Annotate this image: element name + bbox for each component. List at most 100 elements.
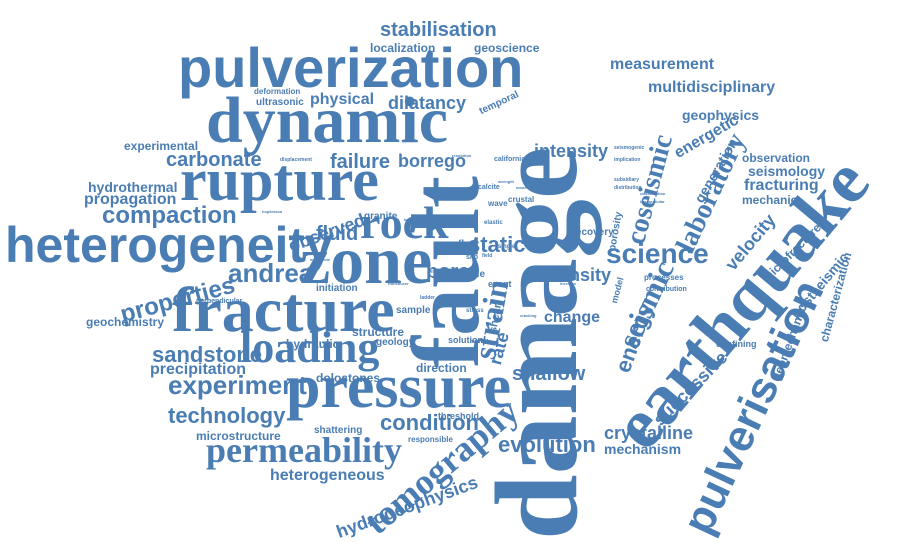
word-precipitation: precipitation — [150, 361, 247, 378]
word-initiation: initiation — [316, 283, 358, 294]
word-borrego: borrego — [398, 151, 467, 171]
word-hydraulic: hydraulic — [286, 337, 340, 351]
word-cracking: cracking — [520, 313, 537, 318]
word-localization: localization — [370, 41, 436, 55]
word-heterogeneous: heterogeneous — [270, 467, 385, 484]
word-pressure: pressure — [286, 353, 512, 421]
word-experimental: experimental — [124, 139, 199, 153]
word-observation: observation — [742, 151, 811, 165]
word-mechanic: mechanic — [742, 193, 798, 207]
word-monzonite: monzonite — [310, 257, 330, 262]
word-fracturing: fracturing — [744, 177, 819, 194]
word-distribution: distribution — [614, 185, 642, 191]
word-crustal: crustal — [508, 195, 535, 204]
word-density: density — [548, 265, 612, 285]
word-solution: solution — [448, 335, 483, 345]
word-classification: classification — [640, 191, 666, 196]
word-implication: implication — [614, 157, 641, 163]
word-confining: confining — [716, 339, 757, 349]
word-shallow: shallow — [512, 363, 586, 385]
word-ultrasonic: ultrasonic — [256, 97, 304, 108]
word-subsidiary: subsidiary — [614, 177, 640, 183]
word-technology: technology — [168, 403, 286, 428]
word-displacement: displacement — [280, 157, 312, 163]
word-pulverization: pulverization — [178, 36, 524, 99]
word-wave: wave — [488, 199, 508, 208]
word-microstructure: microstructure — [196, 429, 281, 443]
word-science: science — [606, 238, 709, 269]
word-shattering: shattering — [314, 425, 363, 436]
word-structure: structure — [352, 325, 405, 339]
word-recovery: recovery — [572, 227, 614, 238]
word-loading: loading — [240, 323, 380, 372]
word-model: model — [609, 276, 626, 305]
word-geology: geology — [376, 337, 415, 348]
word-measurement: measurement — [610, 56, 715, 73]
word-calcite: calcite — [478, 184, 500, 191]
word-intragranular: intragranular — [640, 199, 665, 204]
word-ladder: ladder — [420, 295, 436, 301]
word-dilatancy: dilatancy — [388, 93, 467, 113]
word-hopkinson: hopkinson — [262, 209, 283, 214]
word-andrea: andrea — [228, 258, 314, 288]
word-change: change — [544, 309, 601, 326]
word-scale: scale — [460, 269, 486, 280]
word-granite: granite — [364, 211, 398, 222]
word-physical: physical — [310, 91, 375, 108]
word-stabilite: stabilite — [548, 269, 567, 275]
word-fracture: fracture — [172, 274, 395, 345]
word-intensity: intensity — [534, 141, 609, 161]
word-threshold: threshold — [438, 411, 480, 421]
word-processes: processes — [644, 273, 684, 282]
word-multidisciplinary: multidisciplinary — [648, 79, 776, 96]
word-resolution: resolution — [452, 153, 472, 158]
word-geochemistry: geochemistry — [86, 315, 165, 329]
word-slip: slip — [466, 254, 479, 261]
word-single: single — [498, 244, 516, 250]
word-zone: zone — [300, 222, 433, 298]
word-deformation: deformation — [254, 87, 301, 96]
word-event: event — [488, 279, 512, 289]
word-direction: direction — [416, 361, 467, 375]
word-result: result — [428, 269, 442, 275]
word-propagation: propagation — [84, 191, 177, 208]
word-experiment: experiment — [168, 370, 307, 400]
word-increase: increase — [560, 281, 577, 286]
word-compaction: compaction — [102, 202, 237, 229]
word-hydrothermal: hydrothermal — [88, 179, 178, 195]
word-rock: rock — [360, 197, 449, 248]
word-geoscience: geoscience — [474, 41, 540, 55]
word-geophysics: geophysics — [682, 107, 760, 123]
word-flow: flow — [458, 239, 478, 250]
word-fluid: fluid — [316, 223, 359, 245]
word-seismology: seismology — [748, 163, 826, 179]
word-elastic: elastic — [484, 220, 503, 226]
word-heterogeneity: heterogeneity — [5, 217, 333, 273]
word-static: static — [468, 232, 526, 257]
word-stabilisation: stabilisation — [380, 19, 497, 41]
word-rupture: rupture — [180, 147, 379, 213]
word-dynamic: dynamic — [206, 84, 449, 157]
word-sandstone: sandstone — [152, 342, 263, 367]
word-method: method — [470, 339, 489, 345]
word-field: field — [482, 253, 493, 259]
word-dolostones: dolostones — [316, 371, 381, 385]
word-evolution: evolution — [498, 432, 596, 457]
word-mechanism: mechanism — [604, 441, 682, 457]
word-seismogenic: seismogenic — [614, 145, 645, 151]
word-failure: failure — [330, 151, 391, 173]
word-condition: condition — [380, 410, 479, 435]
word-depth: depth — [418, 219, 432, 225]
word-responsible: responsible — [408, 435, 453, 444]
word-pore: pore — [426, 261, 470, 283]
word-california: california — [494, 156, 526, 163]
word-band: band — [404, 217, 414, 222]
word-mode: mode — [516, 185, 527, 190]
word-perpendicular: perpendicular — [196, 298, 243, 305]
word-sample: sample — [396, 305, 431, 316]
word-healing: healing — [542, 329, 557, 334]
word-strength: strength — [498, 179, 514, 184]
word-contribution: contribution — [646, 286, 687, 293]
word-permeability: permeability — [206, 430, 402, 470]
